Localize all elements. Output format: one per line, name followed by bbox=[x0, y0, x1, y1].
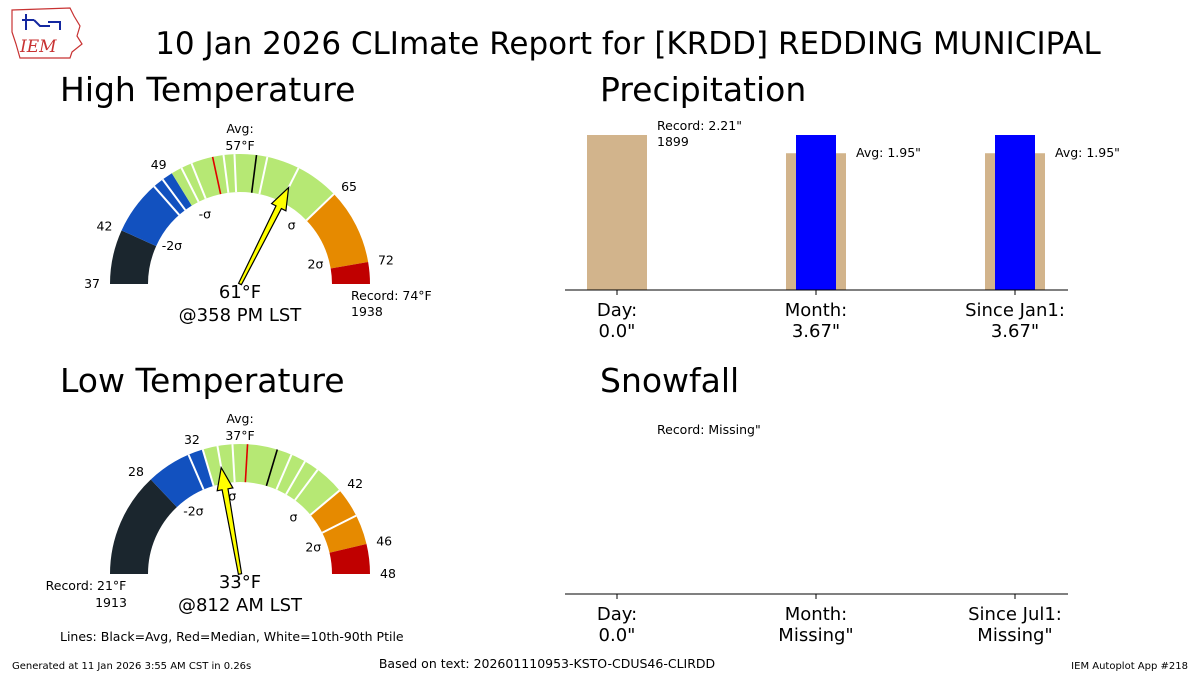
sigma-label: σ bbox=[288, 217, 296, 232]
source-footer: Based on text: 202601110953-KSTO-CDUS46-… bbox=[379, 656, 715, 671]
percentile-line-6 bbox=[294, 469, 319, 501]
gauge-band-0 bbox=[110, 479, 177, 574]
percentile-line-1 bbox=[161, 178, 187, 211]
record-bar bbox=[587, 135, 647, 290]
category-label: Month: bbox=[785, 300, 847, 321]
percentile-line-0 bbox=[153, 185, 180, 216]
sigma-label: 2σ bbox=[308, 256, 324, 271]
record-label: Record: 21°F bbox=[46, 578, 127, 593]
tick-label: 42 bbox=[97, 218, 113, 233]
sigma-label: σ bbox=[290, 509, 298, 524]
bar-annotation: Avg: 1.95" bbox=[856, 145, 921, 160]
category-label: Day: bbox=[597, 604, 637, 625]
iem-logo[interactable]: IEM bbox=[11, 7, 83, 59]
avg-label: Avg: bbox=[226, 121, 253, 136]
panel-title: Low Temperature bbox=[60, 361, 345, 400]
gauge-band-1 bbox=[150, 449, 214, 508]
percentile-line-4 bbox=[275, 454, 293, 490]
observed-bar bbox=[995, 135, 1035, 290]
tick-label: 48 bbox=[380, 566, 396, 581]
gauge-band-0 bbox=[110, 230, 157, 284]
percentile-line-1 bbox=[201, 449, 215, 487]
percentile-line-4 bbox=[222, 154, 230, 193]
sigma-label: -2σ bbox=[162, 238, 182, 253]
percentile-line-8 bbox=[305, 193, 335, 222]
category-value: 0.0" bbox=[599, 321, 636, 342]
logo-text: IEM bbox=[19, 37, 57, 57]
panel-title: High Temperature bbox=[60, 70, 355, 109]
avg-value-label: 57°F bbox=[225, 138, 254, 153]
category-value: 3.67" bbox=[792, 321, 840, 342]
percentile-line-3 bbox=[231, 444, 236, 483]
category-label: Month: bbox=[785, 604, 847, 625]
panel-title: Precipitation bbox=[600, 70, 806, 109]
app-footer: IEM Autoplot App #218 bbox=[1071, 661, 1188, 672]
bar-annotation: Record: 2.21" bbox=[657, 118, 742, 133]
low-temperature-panel: Low Temperature2832424648-2σ-σσ2σAvg:37°… bbox=[46, 361, 396, 616]
percentile-line-3 bbox=[190, 163, 207, 200]
tick-label: 72 bbox=[378, 252, 394, 267]
percentile-line-2 bbox=[180, 167, 200, 203]
percentile-line-7 bbox=[309, 489, 341, 516]
precipitation-panel: Precipitation Record: 2.21"1899 Day:0.0" Av… bbox=[565, 70, 1120, 342]
panel-title: Snowfall bbox=[600, 361, 739, 400]
needle-arrow bbox=[216, 465, 243, 575]
tick-label: 42 bbox=[347, 476, 363, 491]
percentile-line-5 bbox=[285, 460, 306, 495]
generated-footer: Generated at 11 Jan 2026 3:55 AM CST in … bbox=[12, 661, 251, 672]
percentile-line-6 bbox=[258, 156, 269, 195]
record-label: Record: 74°F bbox=[351, 288, 432, 303]
category-label: Since Jul1: bbox=[968, 604, 1062, 625]
observed-time: @812 AM LST bbox=[178, 595, 303, 616]
percentile-line-8 bbox=[321, 514, 357, 534]
gauge-band-4 bbox=[329, 544, 370, 574]
sigma-label: 2σ bbox=[305, 539, 321, 554]
tick-label: 28 bbox=[128, 464, 144, 479]
avg-value-label: 37°F bbox=[225, 428, 254, 443]
avg-line bbox=[250, 154, 258, 193]
record-year: 1913 bbox=[95, 595, 127, 610]
high-temperature-panel: High Temperature 37 42 49 65 72 -2σ -σ σ 2σ Avg: 57… bbox=[60, 70, 432, 326]
gauge-band-1 bbox=[121, 173, 192, 247]
category-label: Day: bbox=[597, 300, 637, 321]
median-line bbox=[244, 444, 249, 483]
observed-bar bbox=[796, 135, 836, 290]
category-value: Missing" bbox=[977, 625, 1052, 646]
tick-label: 49 bbox=[151, 157, 167, 172]
lines-legend: Lines: Black=Avg, Red=Median, White=10th… bbox=[60, 629, 404, 644]
category-value: 0.0" bbox=[599, 625, 636, 646]
page-title: 10 Jan 2026 CLImate Report for [KRDD] RE… bbox=[155, 26, 1101, 62]
category-value: 3.67" bbox=[991, 321, 1039, 342]
observed-value: 61°F bbox=[219, 282, 261, 303]
record-year: 1938 bbox=[351, 304, 383, 319]
observed-value: 33°F bbox=[219, 572, 261, 593]
category-label: Since Jan1: bbox=[965, 300, 1065, 321]
category-value: Missing" bbox=[778, 625, 853, 646]
tick-label: 46 bbox=[376, 534, 392, 549]
gauge-band-4 bbox=[330, 262, 370, 284]
bar-annotation: Record: Missing" bbox=[657, 422, 761, 437]
tick-label: 37 bbox=[84, 276, 100, 291]
bar-annotation: 1899 bbox=[657, 134, 689, 149]
median-line bbox=[211, 156, 222, 195]
tick-label: 65 bbox=[341, 179, 357, 194]
gauge-band-3 bbox=[306, 194, 369, 269]
observed-time: @358 PM LST bbox=[179, 305, 303, 326]
bar-annotation: Avg: 1.95" bbox=[1055, 145, 1120, 160]
avg-label: Avg: bbox=[226, 411, 253, 426]
percentile-line-0 bbox=[187, 454, 205, 490]
avg-line bbox=[265, 449, 279, 487]
weather-station-icon bbox=[22, 14, 61, 30]
sigma-label: -σ bbox=[199, 206, 212, 221]
needle-arrow bbox=[237, 186, 290, 286]
gauge-band-3 bbox=[310, 490, 367, 553]
tick-label: 32 bbox=[184, 432, 200, 447]
sigma-label: -2σ bbox=[183, 503, 203, 518]
percentile-line-5 bbox=[233, 154, 238, 193]
